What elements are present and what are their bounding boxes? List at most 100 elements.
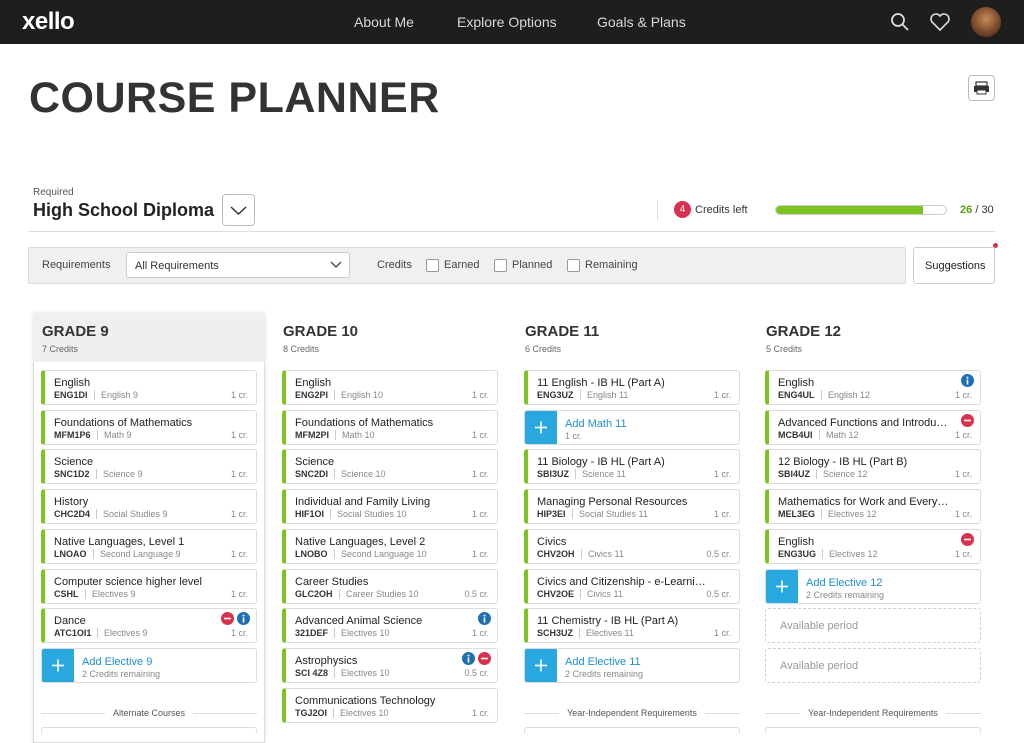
add-button[interactable]: [766, 569, 798, 603]
empty-card[interactable]: Available period: [765, 608, 981, 644]
course-card[interactable]: 11 Chemistry - IB HL (Part A) SCH3UZ Elect…: [524, 608, 740, 644]
checkbox[interactable]: [494, 259, 507, 272]
course-credits: 1 cr.: [471, 628, 489, 639]
course-code: SNC2DI: [295, 469, 329, 480]
course-code: LNOAO: [54, 548, 87, 559]
course-code: MFM1P6: [54, 429, 91, 440]
add-note: 2 Credits remaining: [82, 668, 161, 679]
course-card[interactable]: 11 English - IB HL (Part A) ENG3UZ English…: [524, 370, 740, 405]
course-card[interactable]: Managing Personal Resources HIP3EI Social …: [524, 489, 740, 525]
credits-left-label: Credits left: [695, 204, 748, 216]
diploma-dropdown[interactable]: [222, 194, 255, 226]
course-card[interactable]: Civics CHV2OH Civics 11 0.5 cr.: [524, 528, 740, 564]
course-subject: Math 10: [335, 429, 375, 440]
course-card[interactable]: English ENG1DI English 9 1 cr.: [41, 370, 257, 405]
course-name: Communications Technology: [295, 694, 436, 707]
course-card[interactable]: Native Languages, Level 2 LNOBO Second Lan…: [282, 528, 498, 564]
logo[interactable]: xello: [22, 8, 75, 35]
remove-icon[interactable]: [478, 651, 491, 665]
course-card[interactable]: 11 Biology - IB HL (Part A) SBI3UZ Science…: [524, 449, 740, 485]
course-credits: 1 cr.: [954, 509, 972, 520]
course-card[interactable]: Dance ATC1OI1 Electives 9 1 cr.: [41, 608, 257, 644]
course-card[interactable]: Advanced Functions and Introdu… MCB4UI Mat…: [765, 409, 981, 445]
course-card[interactable]: Science SNC1D2 Science 9 1 cr.: [41, 449, 257, 485]
course-card[interactable]: Foundations of Mathematics MFM2PI Math 10 1…: [282, 409, 498, 445]
course-card[interactable]: 12 Biology - IB HL (Part B) SBI4UZ Science…: [765, 449, 981, 485]
requirements-select[interactable]: All Requirements: [126, 252, 350, 278]
course-credits: 1 cr.: [471, 429, 489, 440]
remove-icon[interactable]: [961, 532, 974, 546]
course-credits: 0.5 cr.: [464, 588, 489, 599]
course-card[interactable]: Mathematics for Work and Every… MEL3EG Ele…: [765, 489, 981, 525]
course-name: English: [778, 377, 815, 389]
course-card[interactable]: Foundations of Mathematics MFM1P6 Math 9 1 …: [41, 409, 257, 445]
info-icon[interactable]: [961, 374, 974, 387]
print-button[interactable]: [968, 75, 995, 101]
empty-card[interactable]: Available period: [765, 647, 981, 683]
course-subject: English 12: [821, 390, 870, 400]
course-name: Managing Personal Resources: [537, 496, 688, 509]
nav-link[interactable]: About Me: [354, 14, 414, 30]
add-card[interactable]: Add Elective 12 2 Credits remaining: [765, 568, 981, 604]
empty-slot-label: Available period: [780, 659, 859, 672]
info-icon[interactable]: [478, 612, 491, 626]
course-card[interactable]: Civics and Citizenship - e-Learni… CHV2OE…: [524, 568, 740, 604]
course-credits: 1 cr.: [713, 628, 731, 639]
course-card[interactable]: Individual and Family Living HIF1OI Social…: [282, 489, 498, 525]
course-code: TGJ2OI: [295, 707, 328, 718]
nav-link[interactable]: Goals & Plans: [597, 14, 686, 30]
info-icon[interactable]: [462, 651, 475, 665]
add-title: Add Elective 11: [565, 655, 641, 668]
course-name: Native Languages, Level 1: [54, 535, 185, 548]
course-card[interactable]: Science SNC2DI Science 10 1 cr.: [282, 449, 498, 485]
remove-icon[interactable]: [221, 612, 234, 626]
course-code: CSHL: [54, 588, 79, 599]
grade-credits: 6 Credits: [525, 344, 562, 354]
section-title: Year-Independent Requirements: [559, 708, 705, 718]
checkbox[interactable]: [567, 259, 580, 272]
info-icon[interactable]: [237, 612, 250, 626]
search-icon[interactable]: [890, 12, 910, 32]
course-code: LNOBO: [295, 548, 328, 559]
suggestions-button[interactable]: Suggestions: [913, 247, 995, 284]
course-card[interactable]: Communications Technology TGJ2OI Electives…: [282, 687, 498, 723]
course-card[interactable]: English ENG4UL English 12 1 cr.: [765, 370, 981, 405]
add-button[interactable]: [42, 648, 74, 682]
course-subject: Second Language 9: [93, 548, 181, 559]
course-card[interactable]: Computer science higher level CSHL Electiv…: [41, 568, 257, 604]
course-card[interactable]: History CHC2D4 Social Studies 9 1 cr.: [41, 489, 257, 525]
plus-icon: [535, 659, 547, 672]
remove-icon[interactable]: [961, 413, 974, 427]
course-name: 11 English - IB HL (Part A): [537, 377, 665, 389]
course-code: ENG3UG: [778, 548, 817, 559]
course-credits: 1 cr.: [471, 548, 489, 559]
course-code: SNC1D2: [54, 469, 90, 480]
course-card[interactable]: English ENG2PI English 10 1 cr.: [282, 370, 498, 405]
course-name: Civics and Citizenship - e-Learni…: [537, 575, 706, 588]
diploma-label: Required: [33, 187, 74, 198]
course-credits: 1 cr.: [230, 628, 248, 639]
avatar[interactable]: [971, 7, 1001, 37]
course-code: SCH3UZ: [537, 628, 574, 639]
add-title: Add Elective 12: [806, 576, 883, 589]
course-card[interactable]: English ENG3UG Electives 12 1 cr.: [765, 528, 981, 564]
course-card[interactable]: Advanced Animal Science 321DEF Electives 1…: [282, 608, 498, 644]
course-subject: Electives 11: [579, 628, 634, 639]
add-note: 2 Credits remaining: [565, 668, 644, 679]
course-card[interactable]: Astrophysics SCI 4Z8 Electives 10 0.5 cr.: [282, 647, 498, 683]
add-card[interactable]: Add Elective 11 2 Credits remaining: [524, 647, 740, 683]
course-name: Science: [54, 456, 94, 469]
course-card[interactable]: Native Languages, Level 1 LNOAO Second Lan…: [41, 528, 257, 564]
add-card[interactable]: Add Math 11 1 cr.: [524, 409, 740, 445]
heart-icon[interactable]: [929, 12, 951, 32]
divider: [657, 200, 658, 220]
course-card[interactable]: Career Studies GLC2OH Career Studies 10 0.5…: [282, 568, 498, 604]
course-name: Science: [295, 456, 335, 469]
course-name: Individual and Family Living: [295, 496, 431, 509]
add-button[interactable]: [525, 410, 557, 444]
nav-link[interactable]: Explore Options: [457, 14, 557, 30]
add-button[interactable]: [525, 648, 557, 682]
checkbox[interactable]: [426, 259, 439, 272]
course-subject: Electives 10: [333, 707, 389, 718]
